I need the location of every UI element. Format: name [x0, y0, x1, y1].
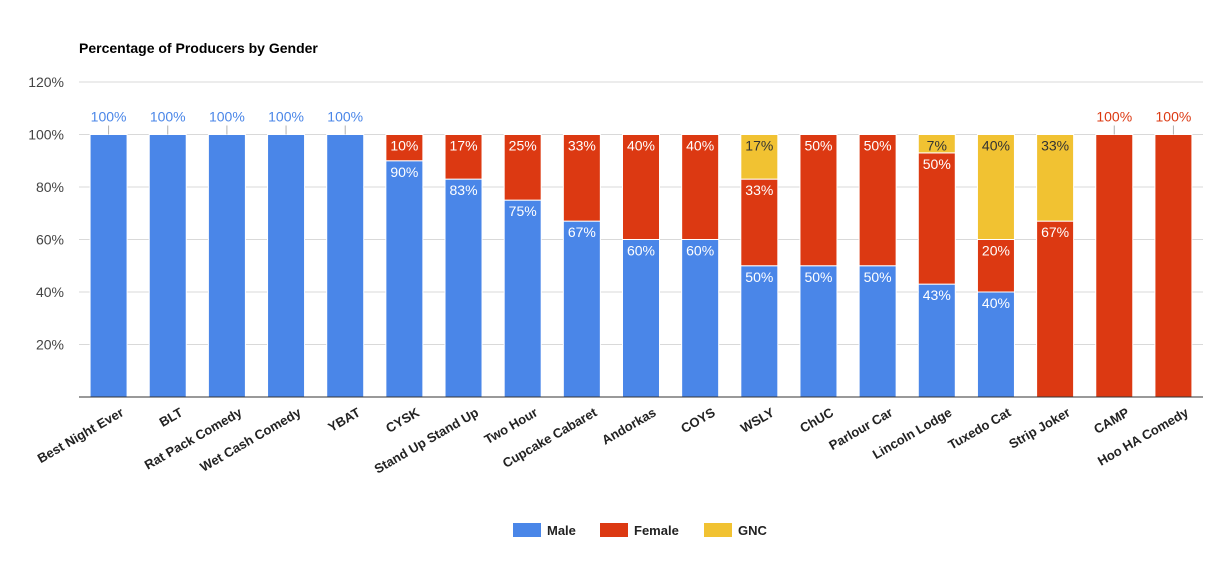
data-label: 20% [982, 243, 1010, 259]
bar-segment-male [385, 160, 424, 398]
x-tick-label: Rat Pack Comedy [142, 404, 245, 472]
x-tick-label: YBAT [325, 405, 362, 435]
data-label: 100% [1096, 109, 1132, 125]
bar-segment-female [385, 134, 424, 162]
bar-segment-female [976, 239, 1015, 293]
bar-segment-male [148, 134, 187, 398]
bar-segment-female [740, 178, 779, 267]
y-tick-label: 120% [28, 74, 64, 90]
data-label: 67% [568, 224, 596, 240]
legend-swatch-male [513, 523, 541, 537]
x-tick-label: Strip Joker [1006, 405, 1072, 452]
bar-segment-male [503, 199, 542, 398]
bar-segment-male [326, 134, 365, 398]
y-tick-label: 40% [36, 284, 64, 300]
data-label: 17% [745, 138, 773, 154]
data-label: 100% [150, 109, 186, 125]
data-label: 83% [450, 182, 478, 198]
x-tick-label: CYSK [383, 404, 422, 435]
x-tick-label: Wet Cash Comedy [197, 404, 304, 474]
data-label: 50% [864, 269, 892, 285]
data-label: 33% [745, 182, 773, 198]
x-tick-label: ChUC [797, 404, 836, 435]
bar-segment-female [562, 134, 601, 222]
y-tick-label: 100% [28, 127, 64, 143]
y-tick-label: 80% [36, 179, 64, 195]
bar-segment-gnc [917, 134, 956, 154]
x-tick-label: Tuxedo Cat [945, 404, 1014, 452]
data-label: 17% [450, 138, 478, 154]
data-label: 100% [268, 109, 304, 125]
x-tick-label: Andorkas [599, 405, 658, 448]
y-tick-label: 60% [36, 232, 64, 248]
bar-segment-female [681, 134, 720, 240]
bar-segment-male [976, 291, 1015, 398]
bar-segment-male [799, 265, 838, 398]
data-label: 40% [627, 138, 655, 154]
bar-segment-male [681, 239, 720, 398]
data-label: 50% [804, 138, 832, 154]
bar-segment-male [622, 239, 660, 398]
bar-segment-male [858, 265, 897, 398]
legend-swatch-gnc [704, 523, 732, 537]
bar-segment-female [917, 152, 956, 285]
bar-segment-female [1154, 134, 1193, 398]
bar-segment-gnc [976, 134, 1015, 240]
bar-segment-male [740, 265, 779, 398]
data-label: 33% [568, 138, 596, 154]
data-label: 25% [509, 138, 537, 154]
data-label: 50% [864, 138, 892, 154]
data-label: 67% [1041, 224, 1069, 240]
x-tick-label: COYS [678, 404, 718, 436]
bar-segment-male [562, 220, 601, 398]
bar-segment-male [89, 134, 128, 398]
bar-segment-female [444, 134, 483, 180]
legend-label-female: Female [634, 523, 679, 538]
bar-segment-male [917, 283, 956, 398]
x-tick-label: WSLY [738, 404, 777, 435]
bar-segment-male [444, 178, 483, 398]
legend-swatch-female [600, 523, 628, 537]
data-label: 10% [390, 138, 418, 154]
data-label: 40% [982, 138, 1010, 154]
data-label: 100% [327, 109, 363, 125]
chart-title: Percentage of Producers by Gender [79, 40, 318, 56]
data-label: 90% [390, 164, 418, 180]
bar-segment-female [622, 134, 660, 240]
data-label: 100% [209, 109, 245, 125]
data-label: 100% [1156, 109, 1192, 125]
legend-label-gnc: GNC [738, 523, 768, 538]
legend-label-male: Male [547, 523, 576, 538]
bar-segment-female [1036, 220, 1075, 398]
data-label: 50% [745, 269, 773, 285]
data-label: 60% [686, 243, 714, 259]
bar-segment-female [858, 134, 897, 267]
y-tick-label: 20% [36, 337, 64, 353]
bar-segment-female [503, 134, 542, 201]
data-label: 60% [627, 243, 655, 259]
data-label: 40% [982, 295, 1010, 311]
bar-segment-male [207, 134, 246, 398]
data-label: 100% [91, 109, 127, 125]
bar-segment-gnc [1036, 134, 1075, 222]
bar-segment-female [1095, 134, 1134, 398]
data-label: 7% [927, 138, 947, 154]
data-label: 50% [804, 269, 832, 285]
data-label: 40% [686, 138, 714, 154]
bar-segment-male [267, 134, 306, 398]
data-label: 43% [923, 287, 951, 303]
bar-segment-gnc [740, 134, 779, 180]
x-tick-label: Best Night Ever [35, 405, 126, 466]
data-label: 33% [1041, 138, 1069, 154]
x-tick-label: BLT [157, 405, 186, 430]
bar-segment-female [799, 134, 838, 267]
data-label: 75% [509, 203, 537, 219]
x-tick-label: CAMP [1091, 404, 1132, 436]
data-label: 50% [923, 156, 951, 172]
x-tick-label: Stand Up Stand Up [372, 405, 481, 477]
